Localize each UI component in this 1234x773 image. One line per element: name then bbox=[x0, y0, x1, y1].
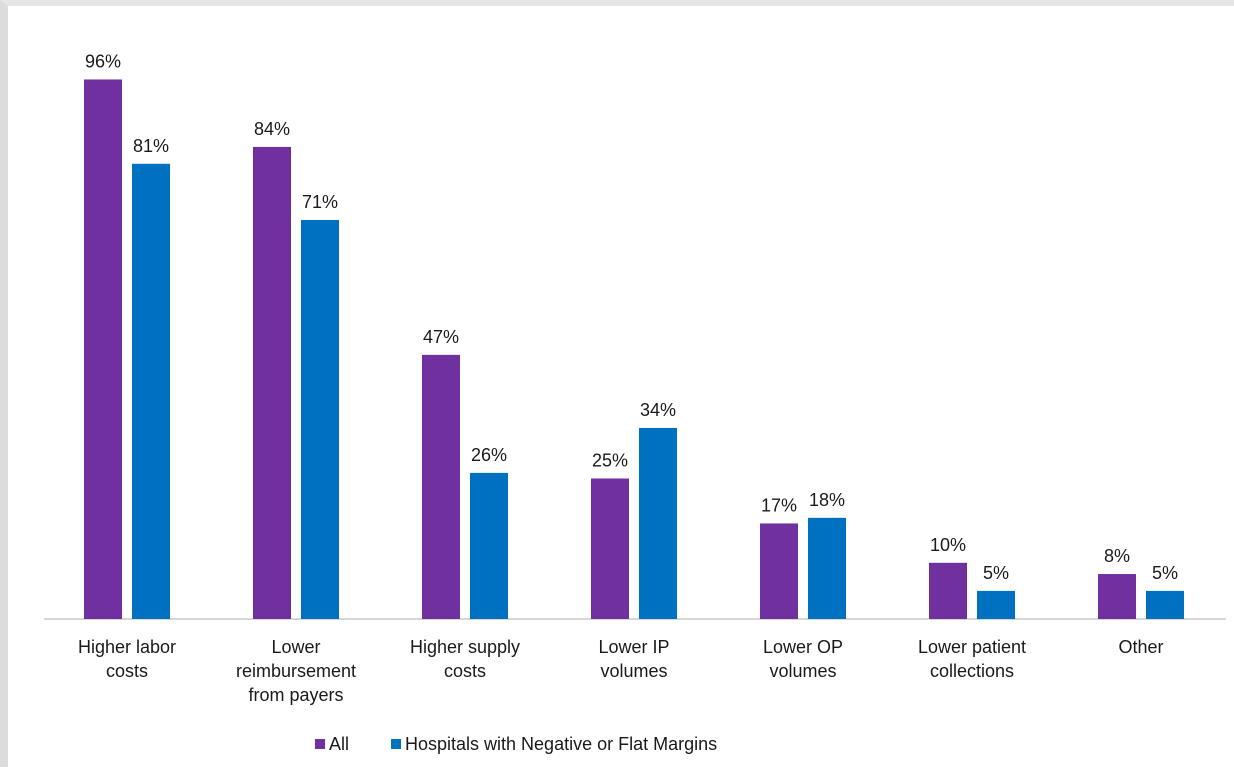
data-label-negative-flat-4: 18% bbox=[809, 490, 845, 510]
bar-all-1 bbox=[253, 146, 291, 620]
legend-label-1: Hospitals with Negative or Flat Margins bbox=[405, 734, 717, 754]
bar-negative-flat-5 bbox=[977, 590, 1015, 619]
category-label-1: Lower reimbursement from payers bbox=[236, 637, 356, 705]
data-label-negative-flat-6: 5% bbox=[1152, 563, 1178, 583]
bar-negative-flat-0 bbox=[132, 163, 170, 619]
category-label-5: Lower patient collections bbox=[918, 637, 1026, 681]
bar-all-4 bbox=[760, 523, 798, 619]
bar-all-6 bbox=[1098, 574, 1136, 619]
category-label-0: Higher labor costs bbox=[78, 637, 176, 681]
data-label-all-2: 47% bbox=[423, 327, 459, 347]
legend-swatch-1 bbox=[391, 739, 401, 749]
bar-all-0 bbox=[84, 79, 122, 620]
category-label-3: Lower IP volumes bbox=[598, 637, 669, 681]
bar-negative-flat-6 bbox=[1146, 590, 1184, 619]
data-label-negative-flat-5: 5% bbox=[983, 563, 1009, 583]
data-label-negative-flat-0: 81% bbox=[133, 136, 169, 156]
bar-negative-flat-1 bbox=[301, 219, 339, 620]
data-label-negative-flat-1: 71% bbox=[302, 192, 338, 212]
category-label-6: Other bbox=[1118, 637, 1163, 657]
data-label-all-3: 25% bbox=[592, 451, 628, 471]
bar-negative-flat-4 bbox=[808, 517, 846, 619]
data-label-all-5: 10% bbox=[930, 535, 966, 555]
bar-all-5 bbox=[929, 562, 967, 619]
category-label-4: Lower OP volumes bbox=[763, 637, 843, 681]
data-label-negative-flat-3: 34% bbox=[640, 400, 676, 420]
data-label-all-1: 84% bbox=[254, 119, 290, 139]
category-label-2: Higher supply costs bbox=[410, 637, 520, 681]
legend-label-0: All bbox=[329, 734, 349, 754]
bar-all-2 bbox=[422, 354, 460, 619]
bar-chart: 96% 84% 47% 25% 17% 10% 8% 81% 71% 26% 34% 18% 5% 5% H… bbox=[44, 51, 1226, 754]
bar-negative-flat-2 bbox=[470, 472, 508, 619]
data-label-all-6: 8% bbox=[1104, 546, 1130, 566]
data-label-negative-flat-2: 26% bbox=[471, 445, 507, 465]
data-label-all-4: 17% bbox=[761, 495, 797, 515]
bar-all-3 bbox=[591, 478, 629, 619]
data-label-all-0: 96% bbox=[85, 51, 121, 71]
bar-negative-flat-3 bbox=[639, 427, 677, 619]
legend-swatch-0 bbox=[315, 739, 325, 749]
